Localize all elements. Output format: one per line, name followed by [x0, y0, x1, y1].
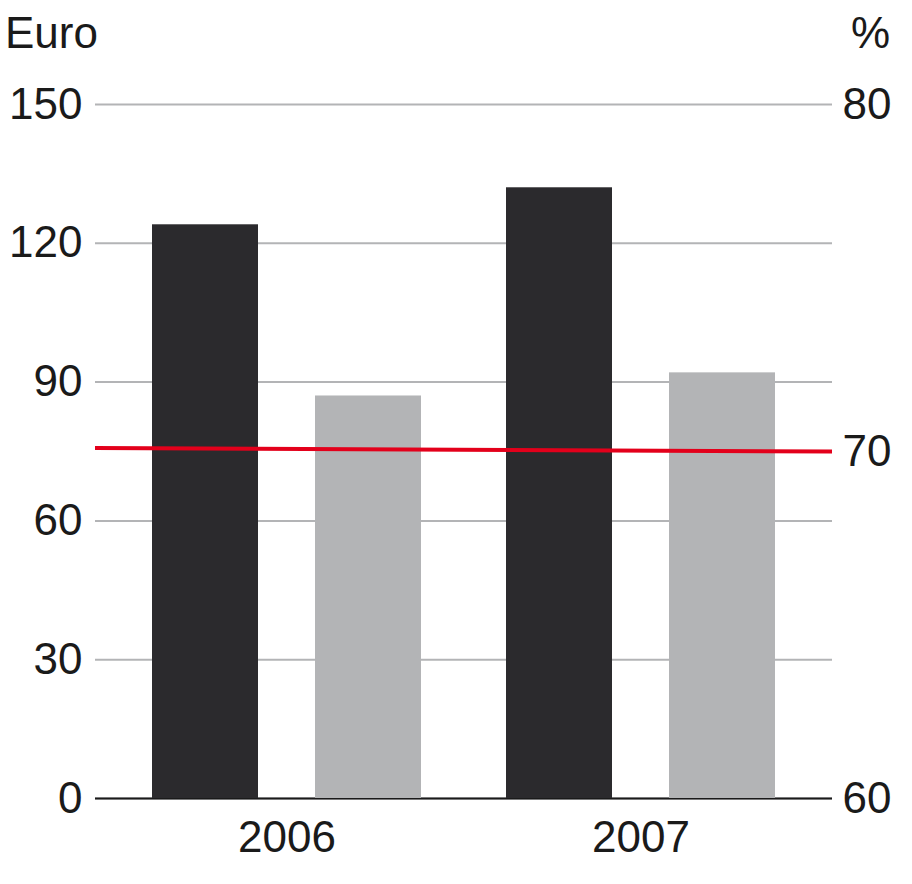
- svg-text:2006: 2006: [238, 812, 336, 861]
- html-text:Euro: Euro: [5, 8, 98, 57]
- svg-text:80: 80: [843, 79, 892, 128]
- svg-text:150: 150: [9, 79, 82, 128]
- svg-text:70: 70: [843, 426, 892, 475]
- svg-text:60: 60: [843, 773, 892, 822]
- svg-text:0: 0: [58, 773, 82, 822]
- svg-text:120: 120: [9, 217, 82, 266]
- svg-text:90: 90: [34, 356, 83, 405]
- svg-text:2007: 2007: [592, 812, 690, 861]
- svg-text:30: 30: [34, 634, 83, 683]
- svg-text:60: 60: [34, 495, 83, 544]
